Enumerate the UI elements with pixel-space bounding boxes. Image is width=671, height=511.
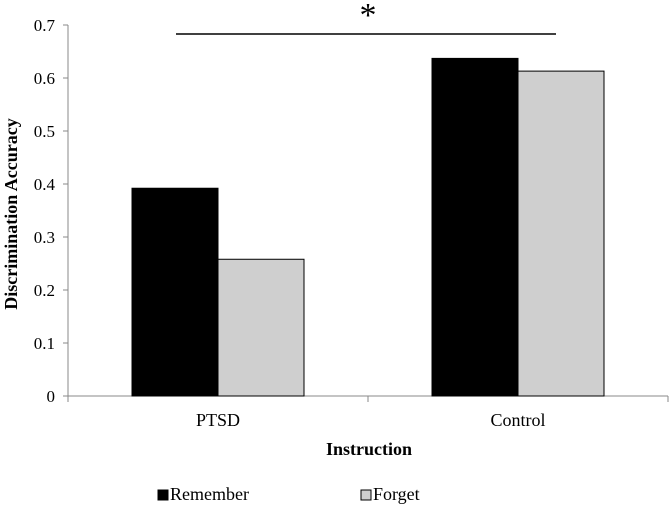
y-tick-label: 0.6: [34, 69, 55, 88]
x-axis-title: Instruction: [326, 439, 412, 459]
x-tick-label: Control: [490, 410, 545, 430]
bar-remember-control: [431, 57, 519, 397]
x-tick-labels: PTSD Control: [67, 396, 669, 430]
legend-label-forget: Forget: [373, 484, 420, 504]
legend-swatch-forget: [360, 489, 372, 501]
y-tick-label: 0: [47, 387, 56, 406]
bar-forget-control: [517, 70, 605, 397]
y-tick-label: 0.2: [34, 281, 55, 300]
significance-star: *: [360, 0, 377, 34]
significance-annotation: *: [176, 0, 556, 35]
bar-remember-ptsd: [131, 187, 219, 397]
bar-forget-ptsd: [217, 258, 305, 397]
y-tick-labels: 0 0.1 0.2 0.3 0.4 0.5 0.6 0.7: [34, 16, 68, 406]
y-tick-label: 0.7: [34, 16, 56, 35]
y-tick-label: 0.4: [34, 175, 56, 194]
bars: [131, 57, 605, 397]
x-tick-label: PTSD: [196, 410, 240, 430]
y-tick-label: 0.5: [34, 122, 55, 141]
y-tick-label: 0.1: [34, 334, 55, 353]
y-axis-title: Discrimination Accuracy: [1, 118, 21, 309]
y-tick-label: 0.3: [34, 228, 55, 247]
legend-swatch-remember: [157, 489, 169, 501]
legend-label-remember: Remember: [170, 484, 249, 504]
legend: Remember Forget: [157, 484, 420, 504]
